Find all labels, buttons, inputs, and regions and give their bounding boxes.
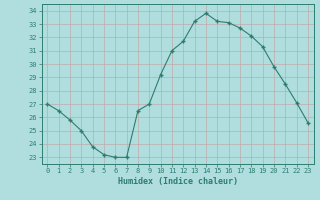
X-axis label: Humidex (Indice chaleur): Humidex (Indice chaleur) [118,177,237,186]
